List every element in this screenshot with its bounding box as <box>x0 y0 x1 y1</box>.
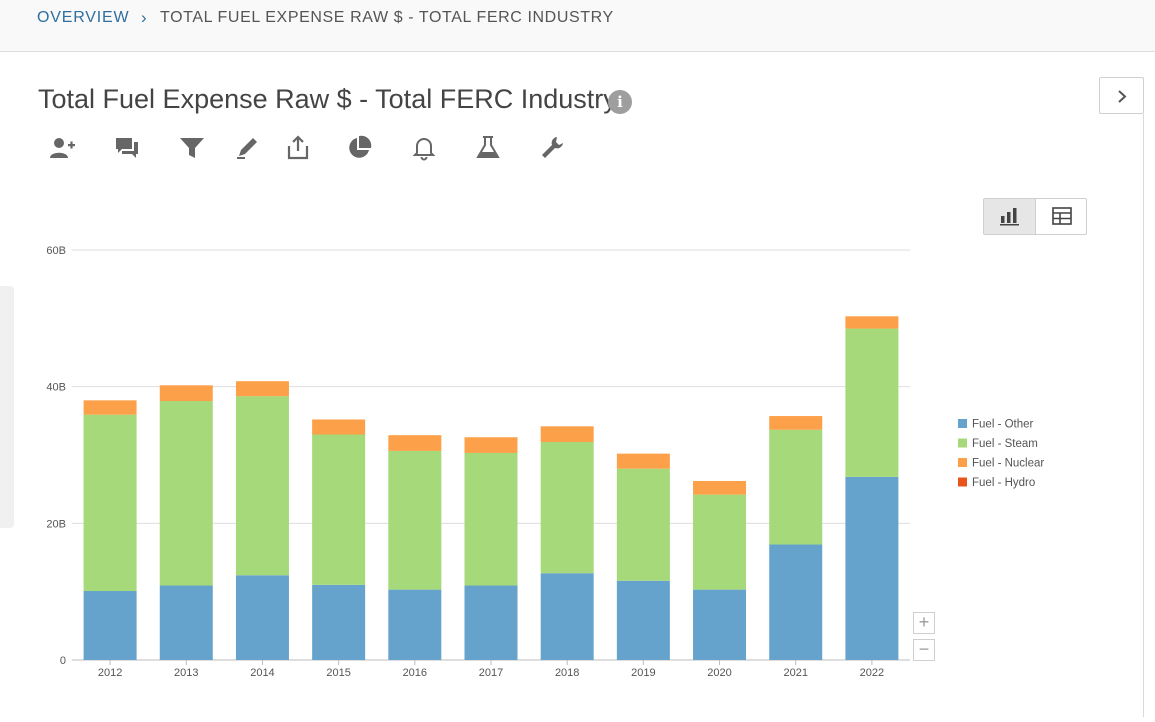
table-view-button[interactable] <box>1036 199 1088 234</box>
zoom-out-button[interactable]: − <box>913 639 935 661</box>
legend-item: Fuel - Steam <box>972 438 1038 450</box>
bar-segment <box>693 589 747 660</box>
bar-segment <box>83 414 137 591</box>
bar-segment <box>235 381 289 397</box>
bar-segment <box>388 435 442 451</box>
legend-swatch <box>958 458 967 467</box>
y-tick-label: 40B <box>46 382 66 394</box>
bar-segment <box>693 494 747 590</box>
x-tick-label: 2018 <box>555 667 579 679</box>
bar-segment <box>769 544 823 660</box>
flask-icon[interactable] <box>474 134 502 162</box>
y-tick-label: 0 <box>60 655 66 667</box>
chevron-left-icon[interactable]: ‹ <box>0 395 1 411</box>
legend-item: Fuel - Hydro <box>972 477 1035 489</box>
legend-swatch <box>958 477 967 487</box>
bar-segment <box>388 450 442 590</box>
bell-icon[interactable] <box>410 134 438 162</box>
bar-segment <box>235 396 289 576</box>
filter-icon[interactable] <box>178 134 206 162</box>
bar-segment <box>540 573 594 660</box>
chevron-right-icon: › <box>141 8 147 27</box>
wrench-icon[interactable] <box>539 134 567 162</box>
y-tick-label: 60B <box>46 245 66 257</box>
legend-swatch <box>958 419 967 428</box>
divider <box>1143 114 1144 717</box>
breadcrumb: OVERVIEW › TOTAL FUEL EXPENSE RAW $ - TO… <box>0 0 1155 52</box>
zoom-in-button[interactable]: + <box>913 612 935 634</box>
stacked-bar-chart: 0 20B 40B 60B 2012 2013 2014 2015 2016 2017 2018 20… <box>46 245 1044 679</box>
chart-area: 0 20B 40B 60B 2012 2013 2014 2015 2016 2017 2018 20… <box>0 230 1100 717</box>
chart-view-button[interactable] <box>984 199 1036 234</box>
bar-segment <box>312 584 366 660</box>
page-title: Total Fuel Expense Raw $ - Total FERC In… <box>38 84 617 114</box>
legend-item: Fuel - Nuclear <box>972 458 1044 470</box>
bar-segment <box>235 575 289 660</box>
bar-segment <box>845 476 899 660</box>
view-toggle <box>983 198 1087 235</box>
legend-swatch <box>958 438 967 448</box>
x-tick-label: 2019 <box>631 667 655 679</box>
bar-segment <box>540 426 594 443</box>
x-tick-label: 2013 <box>174 667 198 679</box>
bar-segment <box>159 401 213 586</box>
bar-segment <box>845 328 899 477</box>
chevron-right-icon <box>1118 90 1127 103</box>
bar-segment <box>693 480 747 495</box>
bar-segment <box>464 452 518 586</box>
bar-segment <box>845 316 899 329</box>
bar-segment <box>83 590 137 660</box>
y-tick-label: 20B <box>46 518 66 530</box>
bar-segment <box>159 385 213 402</box>
x-tick-label: 2017 <box>479 667 503 679</box>
bar-segment <box>159 585 213 660</box>
add-user-icon[interactable] <box>48 134 76 162</box>
breadcrumb-overview-link[interactable]: OVERVIEW <box>37 9 130 26</box>
x-tick-label: 2020 <box>707 667 731 679</box>
bar-segment <box>388 589 442 660</box>
edit-icon[interactable] <box>235 134 263 162</box>
legend-item: Fuel - Other <box>972 419 1034 431</box>
bar-segment <box>616 580 670 660</box>
table-icon <box>1052 207 1072 225</box>
bar-segment <box>769 416 823 430</box>
breadcrumb-current: TOTAL FUEL EXPENSE RAW $ - TOTAL FERC IN… <box>160 9 614 26</box>
left-panel-handle[interactable] <box>0 286 14 528</box>
x-tick-label: 2021 <box>783 667 807 679</box>
info-icon[interactable]: i <box>608 90 632 114</box>
x-tick-label: 2022 <box>860 667 884 679</box>
pie-chart-icon[interactable] <box>345 134 373 162</box>
x-tick-label: 2014 <box>250 667 274 679</box>
bar-chart-icon <box>1000 208 1019 226</box>
bar-segment <box>769 429 823 545</box>
bar-segment <box>540 442 594 574</box>
x-tick-label: 2015 <box>326 667 350 679</box>
x-tick-label: 2012 <box>98 667 122 679</box>
bar-segment <box>312 419 366 435</box>
expand-panel-button[interactable] <box>1099 77 1144 114</box>
x-tick-label: 2016 <box>403 667 427 679</box>
bar-segment <box>312 434 366 585</box>
share-icon[interactable] <box>284 134 312 162</box>
bar-segment <box>83 400 137 415</box>
bar-segment <box>464 437 518 453</box>
bar-segment <box>616 468 670 581</box>
comments-icon[interactable] <box>113 134 141 162</box>
bar-segment <box>616 453 670 469</box>
bar-segment <box>464 585 518 660</box>
